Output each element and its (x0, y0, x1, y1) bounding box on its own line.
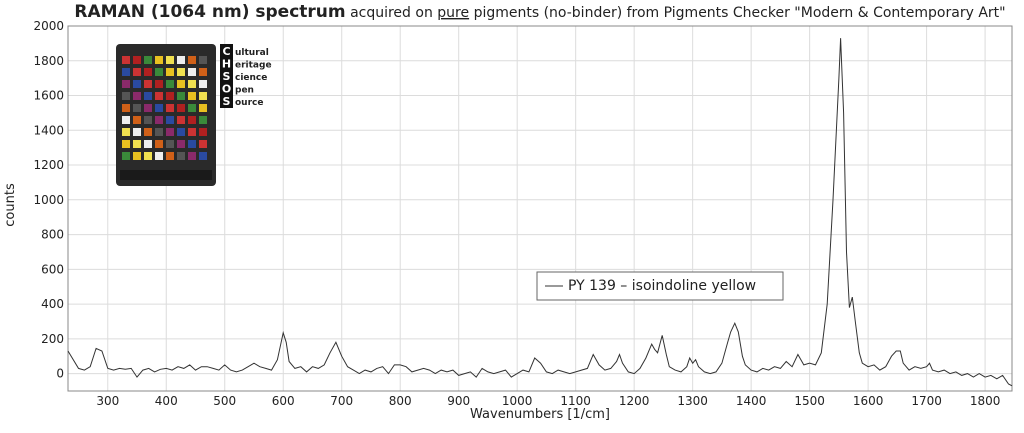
y-tick-label: 0 (56, 367, 64, 381)
y-tick-label: 2000 (33, 19, 64, 33)
x-tick-label: 800 (389, 394, 412, 408)
y-tick-label: 1800 (33, 54, 64, 68)
plot-frame (67, 25, 1013, 392)
inset-photo (116, 44, 233, 186)
spectrum-line (67, 38, 1013, 387)
x-tick-label: 1600 (853, 394, 884, 408)
x-tick-label: 300 (96, 394, 119, 408)
logo-letter: H (222, 58, 231, 71)
title-text: acquired on (350, 5, 433, 21)
x-tick-label: 1200 (619, 394, 650, 408)
y-tick-label: 1200 (33, 158, 64, 172)
y-axis-label: counts (3, 183, 18, 227)
logo-word: ource (235, 98, 263, 108)
y-tick-label: 1000 (33, 193, 64, 207)
logo-word: eritage (235, 61, 272, 71)
y-tick-label: 1400 (33, 123, 64, 137)
logo-letter: S (223, 70, 231, 83)
x-tick-label: 900 (447, 394, 470, 408)
y-tick-label: 400 (41, 297, 64, 311)
x-tick-label: 1500 (794, 394, 825, 408)
logo-letter: S (223, 95, 231, 108)
logo-word: cience (235, 73, 267, 83)
y-tick-label: 1600 (33, 89, 64, 103)
logo-letter: C (222, 45, 230, 58)
x-tick-label: 1000 (502, 394, 533, 408)
y-tick-label: 200 (41, 332, 64, 346)
x-tick-label: 600 (272, 394, 295, 408)
x-tick-label: 1100 (560, 394, 591, 408)
x-tick-label: 1700 (911, 394, 942, 408)
x-axis-label: Wavenumbers [1/cm] (470, 407, 610, 422)
x-tick-label: 500 (213, 394, 236, 408)
title-underlined: pure (437, 5, 469, 21)
x-tick-label: 1800 (970, 394, 1001, 408)
logo-word: ultural (235, 48, 269, 58)
legend: PY 139 – isoindoline yellow (536, 271, 784, 301)
x-tick-label: 1400 (736, 394, 767, 408)
x-tick-label: 1300 (677, 394, 708, 408)
logo-letter: O (222, 83, 231, 96)
legend-label: PY 139 – isoindoline yellow (568, 278, 756, 294)
logo-word: pen (235, 86, 254, 96)
chart-title: RAMAN (1064 nm) spectrum acquired on pur… (74, 2, 1005, 22)
x-tick-label: 700 (330, 394, 353, 408)
y-tick-label: 800 (41, 228, 64, 242)
x-tick-label: 400 (155, 394, 178, 408)
title-bold: RAMAN (1064 nm) spectrum (74, 2, 345, 22)
y-tick-label: 600 (41, 262, 64, 276)
title-text: pigments (no-binder) from Pigments Check… (474, 5, 1006, 21)
